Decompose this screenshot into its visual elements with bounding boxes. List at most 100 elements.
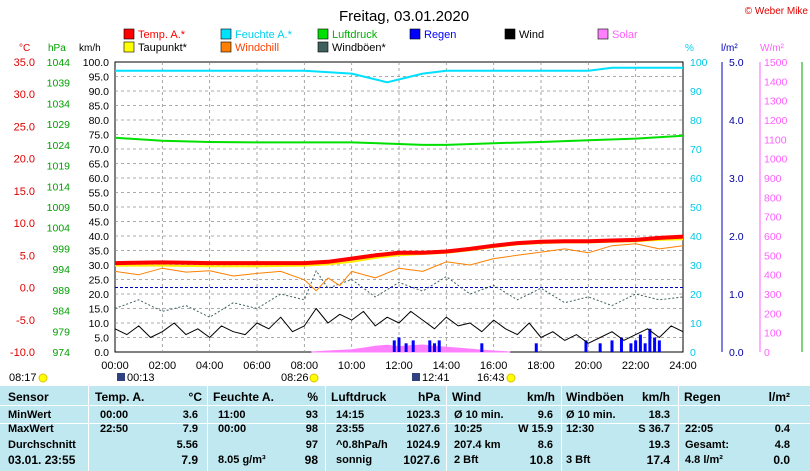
pressure-tick-label: 1029: [47, 119, 71, 131]
stats-pressure-value: 1027.6: [403, 453, 440, 467]
solar-tick-label: 500: [764, 250, 782, 262]
wind-tick-label: 50.0: [89, 202, 110, 214]
moon-icon: [412, 373, 420, 381]
temp-tick-label: -5.0: [16, 315, 35, 327]
stats-wind-time: 207.4 km: [454, 439, 501, 451]
solar-tick-label: 0: [764, 347, 770, 359]
stats-header-gust: Windböen: [566, 390, 624, 404]
legend-label: Windchill: [235, 42, 279, 54]
wind-tick-label: 30.0: [89, 260, 110, 272]
wind-tick-label: 45.0: [89, 217, 110, 229]
solar-tick-label: 800: [764, 192, 782, 204]
pressure-tick-label: 1004: [47, 223, 71, 235]
series-line: [114, 234, 684, 266]
humidity-tick-label: 0: [690, 347, 696, 359]
pressure-tick-label: 989: [52, 285, 70, 297]
humidity-tick-label: 20: [690, 289, 702, 301]
stats-wind-value: 10.8: [529, 453, 553, 467]
stats-wind-time: 2 Bft: [454, 454, 479, 466]
chart-title: Freitag, 03.01.2020: [339, 8, 469, 25]
stats-temp-value: 7.9: [182, 423, 198, 435]
temp-tick-label: 5.0: [20, 250, 35, 262]
stats-humidity-time: 11:00: [218, 409, 246, 421]
legend-label: Luftdruck: [332, 29, 378, 41]
legend-label: Windböen*: [332, 42, 387, 54]
solar-tick-label: 1000: [764, 154, 788, 166]
wind-tick-label: 65.0: [89, 159, 110, 171]
pressure-unit-label: hPa: [48, 43, 66, 54]
wind-tick-label: 20.0: [89, 289, 110, 301]
stats-pressure-value: 1023.3: [406, 409, 440, 421]
stats-header-unit: km/h: [641, 390, 670, 404]
stats-header-unit: °C: [188, 390, 202, 404]
time-tick-label: 00:00: [101, 360, 129, 372]
stats-gust-value: S 36.7: [638, 423, 670, 435]
humidity-tick-label: 70: [690, 144, 702, 156]
legend-label: Temp. A.*: [138, 29, 186, 41]
stats-pressure-value: 1024.9: [406, 439, 440, 451]
stats-header-unit: hPa: [417, 390, 440, 404]
moonrise-time: 00:13: [127, 372, 155, 384]
legend-label: Solar: [612, 29, 638, 41]
stats-row-label: MaxWert: [8, 423, 54, 435]
legend-label: Taupunkt*: [138, 42, 188, 54]
time-tick-label: 04:00: [196, 360, 224, 372]
rain-bar: [584, 340, 588, 352]
rain-bar: [411, 340, 415, 352]
rain-bar: [480, 343, 484, 352]
wind-tick-label: 55.0: [89, 188, 110, 200]
humidity-unit-label: %: [685, 43, 694, 54]
stats-pressure-time: 23:55: [336, 423, 365, 435]
pressure-tick-label: 1039: [47, 78, 71, 90]
legend-label: Wind: [519, 29, 544, 41]
time-tick-label: 02:00: [149, 360, 177, 372]
moon-icon: [117, 373, 125, 381]
temp-tick-label: 15.0: [14, 186, 35, 198]
pressure-tick-label: 1024: [47, 140, 71, 152]
moon-extra-time: 12:41: [422, 372, 450, 384]
stats-rain-value: 4.8: [774, 439, 790, 451]
legend-swatch: [123, 28, 135, 40]
pressure-tick-label: 1014: [47, 181, 71, 193]
legend-swatch: [409, 28, 421, 40]
stats-temp-value: 5.56: [176, 439, 198, 451]
rain-tick-label: 5.0: [729, 57, 744, 69]
time-tick-label: 10:00: [338, 360, 366, 372]
series-solar: [311, 344, 511, 353]
rain-tick-label: 0.0: [729, 347, 744, 359]
series-line: [114, 308, 684, 344]
temp-tick-label: -10.0: [10, 347, 35, 359]
legend-swatch: [597, 28, 609, 40]
time-tick-label: 22:00: [622, 360, 650, 372]
wind-tick-label: 10.0: [89, 318, 110, 330]
time-tick-label: 18:00: [527, 360, 555, 372]
temp-tick-label: 30.0: [14, 89, 35, 101]
wind-tick-label: 40.0: [89, 231, 110, 243]
rain-bar: [404, 343, 408, 352]
rain-bar: [634, 340, 638, 352]
chart-grid: [114, 61, 684, 353]
stats-wind-value: W 15.9: [518, 423, 553, 435]
stats-header-unit: km/h: [526, 390, 555, 404]
stats-temp-value: 3.6: [182, 409, 198, 421]
stats-header-unit: %: [307, 390, 318, 404]
wind-tick-label: 5.0: [94, 333, 109, 345]
rain-bar: [534, 343, 538, 352]
legend-label: Regen: [424, 29, 456, 41]
stats-rain-time: Gesamt:: [685, 439, 730, 451]
pressure-tick-label: 1044: [47, 57, 71, 69]
stats-rain-time: 4.8 l/m²: [685, 454, 723, 466]
humidity-tick-label: 30: [690, 260, 702, 272]
stats-header-sensor: Sensor: [8, 390, 49, 404]
stats-wind-time: 10:25: [454, 423, 483, 435]
pressure-tick-label: 1019: [47, 161, 71, 173]
stats-gust-value: 19.3: [648, 439, 670, 451]
humidity-tick-label: 100: [690, 57, 708, 69]
wind-unit-label: km/h: [79, 43, 101, 54]
wind-tick-label: 35.0: [89, 246, 110, 258]
wind-tick-label: 60.0: [89, 173, 110, 185]
solar-tick-label: 1200: [764, 115, 788, 127]
legend: Temp. A.* Feuchte A.* Luftdruck Regen Wind So…: [123, 28, 638, 54]
rain-unit-label: l/m²: [721, 43, 738, 54]
time-tick-label: 12:00: [385, 360, 413, 372]
